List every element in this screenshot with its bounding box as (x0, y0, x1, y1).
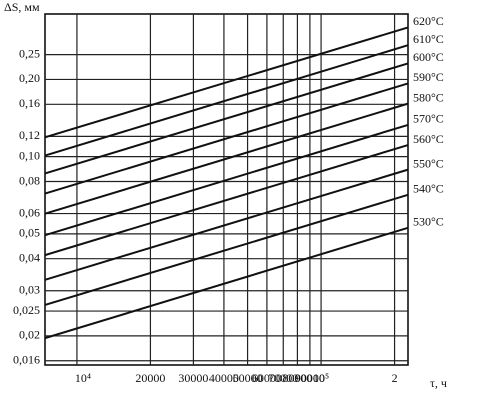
x-axis-label: τ, ч (430, 376, 447, 390)
y-tick-label: 0,12 (19, 128, 40, 142)
y-tick-label: 0,03 (19, 282, 40, 296)
y-tick-label: 0,08 (19, 173, 40, 187)
series-line (44, 226, 409, 340)
y-tick-label: 0,016 (13, 352, 40, 366)
series-label: 560°C (413, 132, 444, 146)
plot-frame (44, 13, 409, 366)
series-label: 580°C (413, 90, 444, 104)
series-line (44, 62, 409, 175)
y-tick-label: 0,02 (19, 328, 40, 342)
series-label: 620°C (413, 14, 444, 28)
y-tick-label: 0,20 (19, 71, 40, 85)
series-line (44, 168, 409, 281)
x-tick-label: 30000 (178, 371, 208, 385)
series-label: 530°C (413, 215, 444, 229)
x-tick-label: 40000 (209, 371, 239, 385)
y-axis-label: ΔS, мм (4, 0, 40, 14)
y-tick-label: 0,25 (19, 46, 40, 60)
x-tick-label: 90000 (295, 371, 325, 385)
series-line (44, 102, 409, 215)
series-label: 610°C (413, 32, 444, 46)
y-tick-label: 0,10 (19, 148, 40, 162)
y-tick-label: 0,025 (13, 303, 40, 317)
y-tick-label: 0,06 (19, 205, 40, 219)
x-tick-label: 60000 (252, 371, 282, 385)
x-tick-label: 10⁵ (313, 371, 329, 385)
series-line (44, 82, 409, 195)
x-tick-label: 80000 (282, 371, 312, 385)
x-tick-label: 70000 (268, 371, 298, 385)
series-label: 590°C (413, 70, 444, 84)
x-tick-label: 10⁴ (75, 371, 91, 385)
x-tick-label: 2 (392, 371, 398, 385)
series-label: 550°C (413, 156, 444, 170)
x-tick-label: 20000 (135, 371, 165, 385)
series-line (44, 144, 409, 257)
x-tick-label: 50000 (233, 371, 263, 385)
y-tick-label: 0,04 (19, 250, 40, 264)
y-tick-label: 0,16 (19, 96, 40, 110)
y-tick-label: 0,05 (19, 226, 40, 240)
series-line (44, 193, 409, 306)
series-line (44, 26, 409, 139)
series-line (44, 44, 409, 157)
series-label: 600°C (413, 50, 444, 64)
series-label: 540°C (413, 182, 444, 196)
series-line (44, 123, 409, 237)
series-label: 570°C (413, 112, 444, 126)
